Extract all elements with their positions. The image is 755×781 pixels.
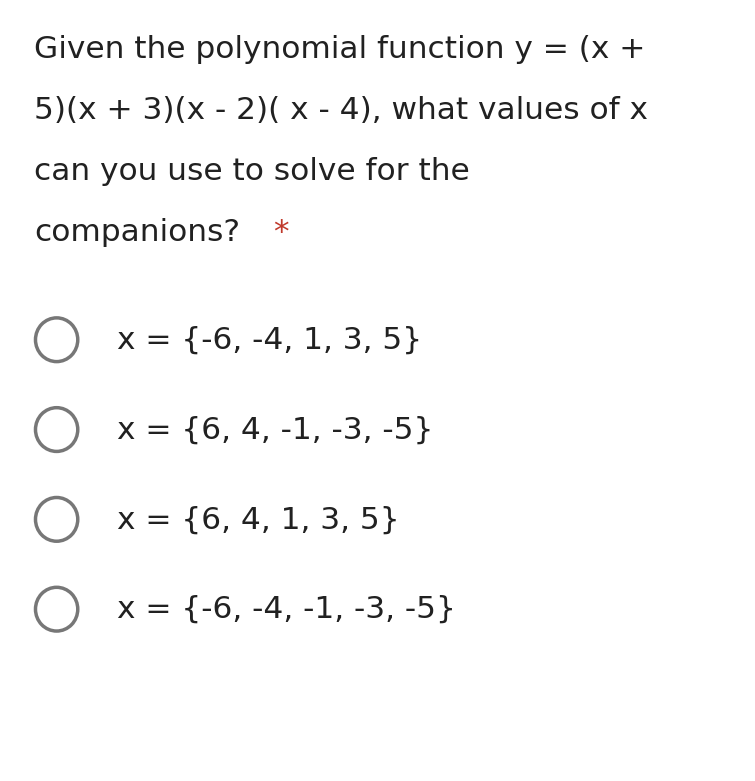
Text: x = {-6, -4, -1, -3, -5}: x = {-6, -4, -1, -3, -5} <box>117 595 456 624</box>
Text: *: * <box>264 218 290 247</box>
Text: x = {6, 4, 1, 3, 5}: x = {6, 4, 1, 3, 5} <box>117 505 399 534</box>
Text: Given the polynomial function y = (x +: Given the polynomial function y = (x + <box>34 35 646 64</box>
Text: x = {6, 4, -1, -3, -5}: x = {6, 4, -1, -3, -5} <box>117 415 433 444</box>
Text: x = {-6, -4, 1, 3, 5}: x = {-6, -4, 1, 3, 5} <box>117 326 422 355</box>
Text: 5)(x + 3)(x - 2)( x - 4), what values of x: 5)(x + 3)(x - 2)( x - 4), what values of… <box>34 96 648 125</box>
Text: can you use to solve for the: can you use to solve for the <box>34 157 470 186</box>
Text: companions?: companions? <box>34 218 240 247</box>
